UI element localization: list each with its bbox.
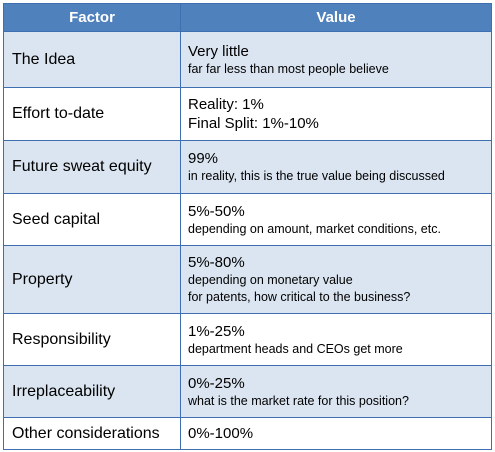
value-note: depending on monetary value [188,273,353,287]
value-note: far far less than most people believe [188,61,389,76]
factor-cell: The Idea [3,31,181,88]
value-cell: 5%-50% depending on amount, market condi… [180,193,492,246]
factor-value-table: Factor Value The Idea Very little far fa… [3,3,492,450]
table-row: Responsibility 1%-25% department heads a… [3,313,492,366]
value-text: 5%-80% [188,254,245,271]
factor-cell: Other considerations [3,417,181,450]
table-row: The Idea Very little far far less than m… [3,31,492,88]
value-text: 0%-100% [188,425,254,442]
value-text: Very little [188,42,249,60]
factor-cell: Future sweat equity [3,140,181,194]
table-row: Seed capital 5%-50% depending on amount,… [3,193,492,246]
value-note: department heads and CEOs get more [188,341,403,356]
value-cell: 1%-25% department heads and CEOs get mor… [180,313,492,366]
factor-cell: Property [3,245,181,314]
value-cell: 0%-100% [180,417,492,450]
factor-cell: Irreplaceability [3,365,181,418]
value-cell: 0%-25% what is the market rate for this … [180,365,492,418]
factor-column-header: Factor [3,3,181,32]
value-cell: Reality: 1% Final Split: 1%-10% [180,87,492,141]
value-text: 1%-25% [188,322,245,340]
value-text-secondary: Final Split: 1%-10% [188,115,319,132]
table-row: Other considerations 0%-100% [3,417,492,450]
table-row: Property 5%-80% depending on monetary va… [3,245,492,314]
value-text: 5%-50% [188,202,245,220]
value-cell: Very little far far less than most peopl… [180,31,492,88]
factor-cell: Seed capital [3,193,181,246]
value-text: 0%-25% [188,374,245,392]
factor-cell: Effort to-date [3,87,181,141]
value-column-header: Value [180,3,492,32]
value-text: 99% [188,150,219,167]
value-note: depending on amount, market conditions, … [188,221,441,236]
table-row: Irreplaceability 0%-25% what is the mark… [3,365,492,418]
header-row: Factor Value [3,3,492,32]
value-text: Reality: 1% [188,96,264,113]
value-note: in reality, this is the true value being… [188,169,445,183]
factor-cell: Responsibility [3,313,181,366]
value-note: what is the market rate for this positio… [188,393,409,408]
table-row: Effort to-date Reality: 1% Final Split: … [3,87,492,141]
value-cell: 99% in reality, this is the true value b… [180,140,492,194]
table-row: Future sweat equity 99% in reality, this… [3,140,492,194]
value-note: for patents, how critical to the busines… [188,290,411,304]
value-cell: 5%-80% depending on monetary value for p… [180,245,492,314]
